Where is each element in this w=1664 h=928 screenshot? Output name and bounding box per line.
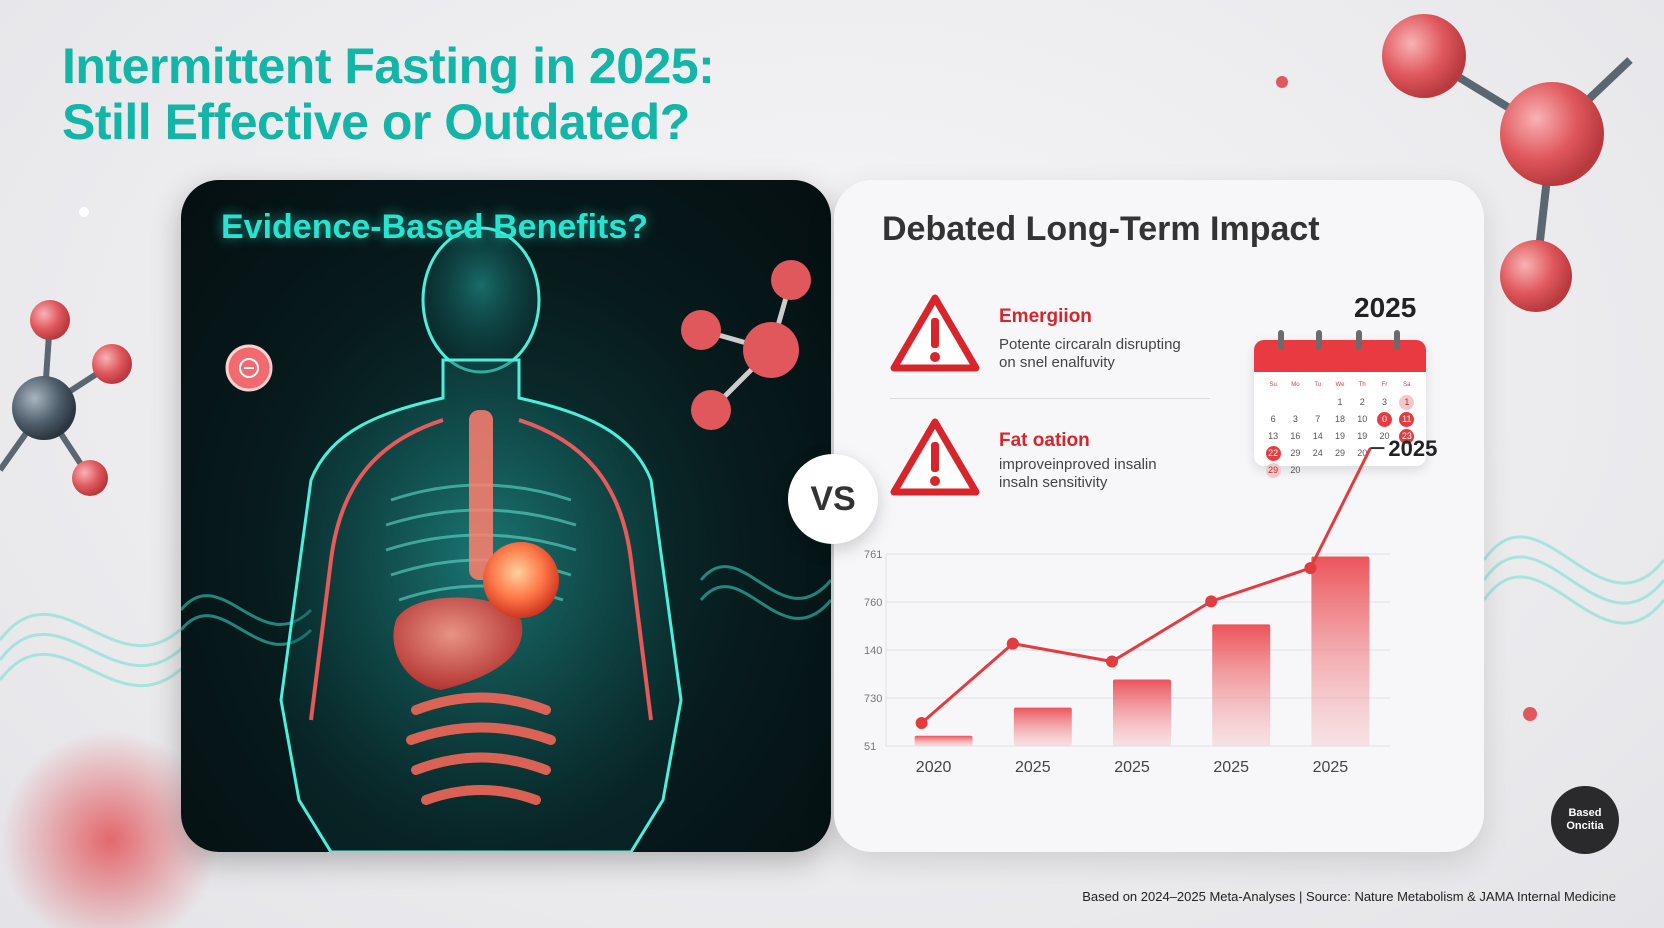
calendar-day: 24 (1312, 448, 1323, 458)
small-dot-white (79, 207, 89, 217)
calendar-day: 18 (1334, 414, 1345, 424)
impact-heading: Debated Long-Term Impact (882, 210, 1320, 248)
calendar-weekday: Su (1269, 382, 1277, 388)
small-dot-red (1523, 707, 1537, 721)
y-tick-label: 140 (864, 645, 882, 657)
benefits-panel: Evidence-Based Benefits? (181, 180, 831, 852)
title-line-2: Still Effective or Outdated? (62, 94, 690, 150)
risk-title-2: Fat oation (999, 430, 1090, 451)
x-tick-label: 2025 (1213, 759, 1249, 776)
calendar-day: 20 (1379, 431, 1390, 441)
chart-bars (914, 556, 1370, 746)
calendar-day: 13 (1268, 431, 1279, 441)
calendar-ring (1356, 330, 1362, 350)
benefits-heading: Evidence-Based Benefits? (221, 208, 649, 246)
y-tick-label: 760 (864, 597, 882, 609)
calendar-weekday: Sa (1403, 382, 1411, 388)
calendar-weekday: We (1335, 382, 1345, 388)
calendar-icon: Su Mo Tu We Th Fr Sa 1 2 3 1 6 3 7 18 10 0 11 13 16 14 19 19 20… (1254, 330, 1426, 478)
y-tick-label: 761 (864, 549, 882, 561)
bar (914, 735, 973, 746)
blurred-sphere (0, 730, 220, 928)
molecule-top-right (1276, 14, 1633, 312)
x-tick-label: 2025 (1015, 759, 1051, 776)
chart-annotation: 2025 (1388, 436, 1437, 461)
calendar-day: 22 (1265, 446, 1281, 461)
human-body-illustration (181, 226, 831, 852)
bar (1311, 556, 1370, 746)
wave-left (0, 613, 192, 687)
impact-panel: Debated Long-Term Impact Emergiion Poten… (834, 180, 1484, 852)
calendar-day: 3 (1292, 414, 1298, 424)
chart-x-ticks: 2020 2025 2025 2025 2025 (916, 759, 1348, 776)
line-point (1106, 655, 1118, 668)
title-line-1: Intermittent Fasting in 2025: (62, 38, 715, 94)
bar (1212, 624, 1271, 746)
line-point (1006, 637, 1019, 650)
calendar-day: 2 (1359, 397, 1365, 407)
risk-desc-2: improveinproved insalin insaln sensitivi… (999, 456, 1209, 492)
line-point (1205, 595, 1218, 608)
risk-desc-1-line-2: on snel enalfuvity (999, 354, 1115, 371)
calendar-day: 20 (1290, 465, 1301, 475)
stamp-line-1: Based (1568, 807, 1602, 819)
risk-desc-2-line-2: insaln sensitivity (999, 474, 1108, 491)
calendar-day: 14 (1312, 431, 1323, 441)
calendar-day: 16 (1290, 431, 1301, 441)
calendar-day: 1 (1337, 397, 1343, 407)
y-tick-label: 51 (864, 741, 876, 753)
bar (1013, 707, 1072, 746)
calendar-day: 19 (1357, 431, 1368, 441)
chart-y-ticks: 761 760 140 730 51 (864, 549, 882, 753)
calendar-weekday: Tu (1314, 382, 1322, 388)
x-tick-label: 2020 (916, 759, 952, 776)
source-stamp: Based Oncitia (1551, 786, 1619, 854)
calendar-day: 23 (1399, 429, 1415, 444)
calendar-day: 3 (1382, 397, 1388, 407)
calendar-day: 6 (1270, 414, 1276, 424)
calendar-day: 20 (1357, 448, 1368, 458)
calendar-day: 19 (1334, 431, 1345, 441)
wave-right (1482, 535, 1664, 625)
calendar-day: 29 (1265, 463, 1281, 478)
y-tick-label: 730 (864, 693, 882, 705)
calendar-weekday: Fr (1381, 382, 1388, 388)
calendar-day: 29 (1334, 448, 1345, 458)
risk-desc-2-line-1: improveinproved insalin (999, 456, 1157, 473)
calendar-day: 7 (1315, 414, 1321, 424)
annotation-leader (1309, 447, 1372, 569)
bar (1113, 679, 1171, 746)
warning-triangle-icon (890, 418, 980, 496)
calendar-weekday: Mo (1291, 382, 1300, 388)
calendar-ring (1394, 330, 1400, 350)
warning-triangle-icon (890, 294, 980, 372)
calendar-day: 11 (1399, 412, 1415, 427)
calendar-ring (1316, 330, 1322, 350)
calendar-ring (1278, 330, 1284, 350)
risk-desc-1: Potente circaraln disrupting on snel ena… (999, 336, 1209, 372)
calendar-weekday: Th (1358, 382, 1366, 388)
x-tick-label: 2025 (1114, 759, 1150, 776)
molecule-left (0, 300, 132, 496)
calendar-day: 0 (1377, 412, 1393, 427)
calendar-day: 29 (1290, 448, 1301, 458)
x-tick-label: 2025 (1313, 759, 1349, 776)
page-title: Intermittent Fasting in 2025: Still Effe… (62, 38, 715, 150)
line-point (915, 716, 928, 729)
stamp-line-2: Oncitia (1566, 820, 1604, 832)
calendar-year: 2025 (1354, 292, 1417, 323)
calendar-day: 1 (1399, 395, 1415, 410)
risk-title-1: Emergiion (999, 306, 1092, 327)
chart-annotation-group: 2025 (1309, 436, 1437, 569)
footer-source: Based on 2024–2025 Meta-Analyses | Sourc… (1082, 889, 1616, 904)
risk-desc-1-line-1: Potente circaraln disrupting (999, 336, 1181, 353)
calendar-grid: Su Mo Tu We Th Fr Sa 1 2 3 1 6 3 7 18 10 0 11 13 16 14 19 19 20… (1262, 378, 1418, 478)
vs-badge: VS (788, 454, 878, 544)
minus-circle-icon (225, 344, 273, 392)
calendar-day: 10 (1357, 414, 1368, 424)
risk-divider (890, 398, 1210, 399)
